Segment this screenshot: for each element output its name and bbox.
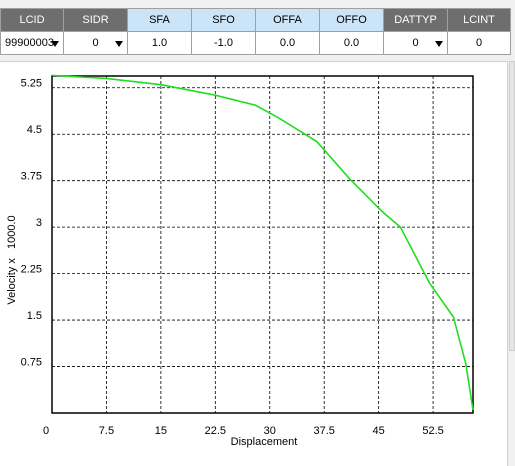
x-tick-label: 0 [43, 425, 49, 437]
x-axis-label: Displacement [231, 436, 298, 448]
column-header: LCID [0, 8, 64, 32]
column-header: OFFO [319, 8, 384, 32]
x-tick-label: 22.5 [205, 425, 226, 437]
x-tick-label: 30 [264, 425, 276, 437]
cell-value: 0 [412, 37, 419, 49]
y-tick-label: 3.75 [21, 171, 42, 183]
input-field[interactable]: 0.0 [255, 31, 320, 55]
y-axis-label: Velocity x 1000.0 [6, 215, 18, 304]
y-tick-label: 1.5 [27, 310, 42, 322]
cell-value: 0 [475, 37, 483, 49]
chart-panel [0, 61, 508, 466]
input-field[interactable]: 1.0 [127, 31, 192, 55]
dropdown-arrow [115, 41, 123, 47]
y-tick-label: 3 [36, 217, 42, 229]
input-field[interactable]: -1.0 [191, 31, 256, 55]
scrollbar[interactable] [509, 61, 515, 351]
cell-value: 1.0 [151, 37, 168, 49]
cell-value: 99900003 [5, 37, 54, 49]
plot-frame [51, 75, 474, 414]
column-header: SFA [127, 8, 192, 32]
cell-value: 0.0 [279, 37, 296, 49]
dropdown-arrow [435, 41, 443, 47]
dropdown[interactable]: 0 [63, 31, 128, 55]
y-tick-label: 4.5 [27, 124, 42, 136]
dropdown[interactable]: 99900003 [0, 31, 64, 55]
x-tick-label: 7.5 [99, 425, 114, 437]
column-header: DATTYP [383, 8, 448, 32]
dropdown[interactable]: 0 [383, 31, 448, 55]
y-tick-label: 0.75 [21, 356, 42, 368]
cell-value: 0 [92, 37, 99, 49]
input-field[interactable]: 0.0 [319, 31, 384, 55]
y-tick-label: 5.25 [21, 78, 42, 90]
x-tick-label: 52.5 [422, 425, 443, 437]
input-field[interactable]: 0 [447, 31, 511, 55]
x-tick-label: 15 [155, 425, 167, 437]
cell-value: 0.0 [343, 37, 360, 49]
x-tick-label: 45 [373, 425, 385, 437]
x-tick-label: 37.5 [313, 425, 334, 437]
column-header: OFFA [255, 8, 320, 32]
dropdown-arrow [51, 41, 59, 47]
y-tick-label: 2.25 [21, 264, 42, 276]
cell-value: -1.0 [214, 37, 233, 49]
data-line [51, 74, 474, 411]
